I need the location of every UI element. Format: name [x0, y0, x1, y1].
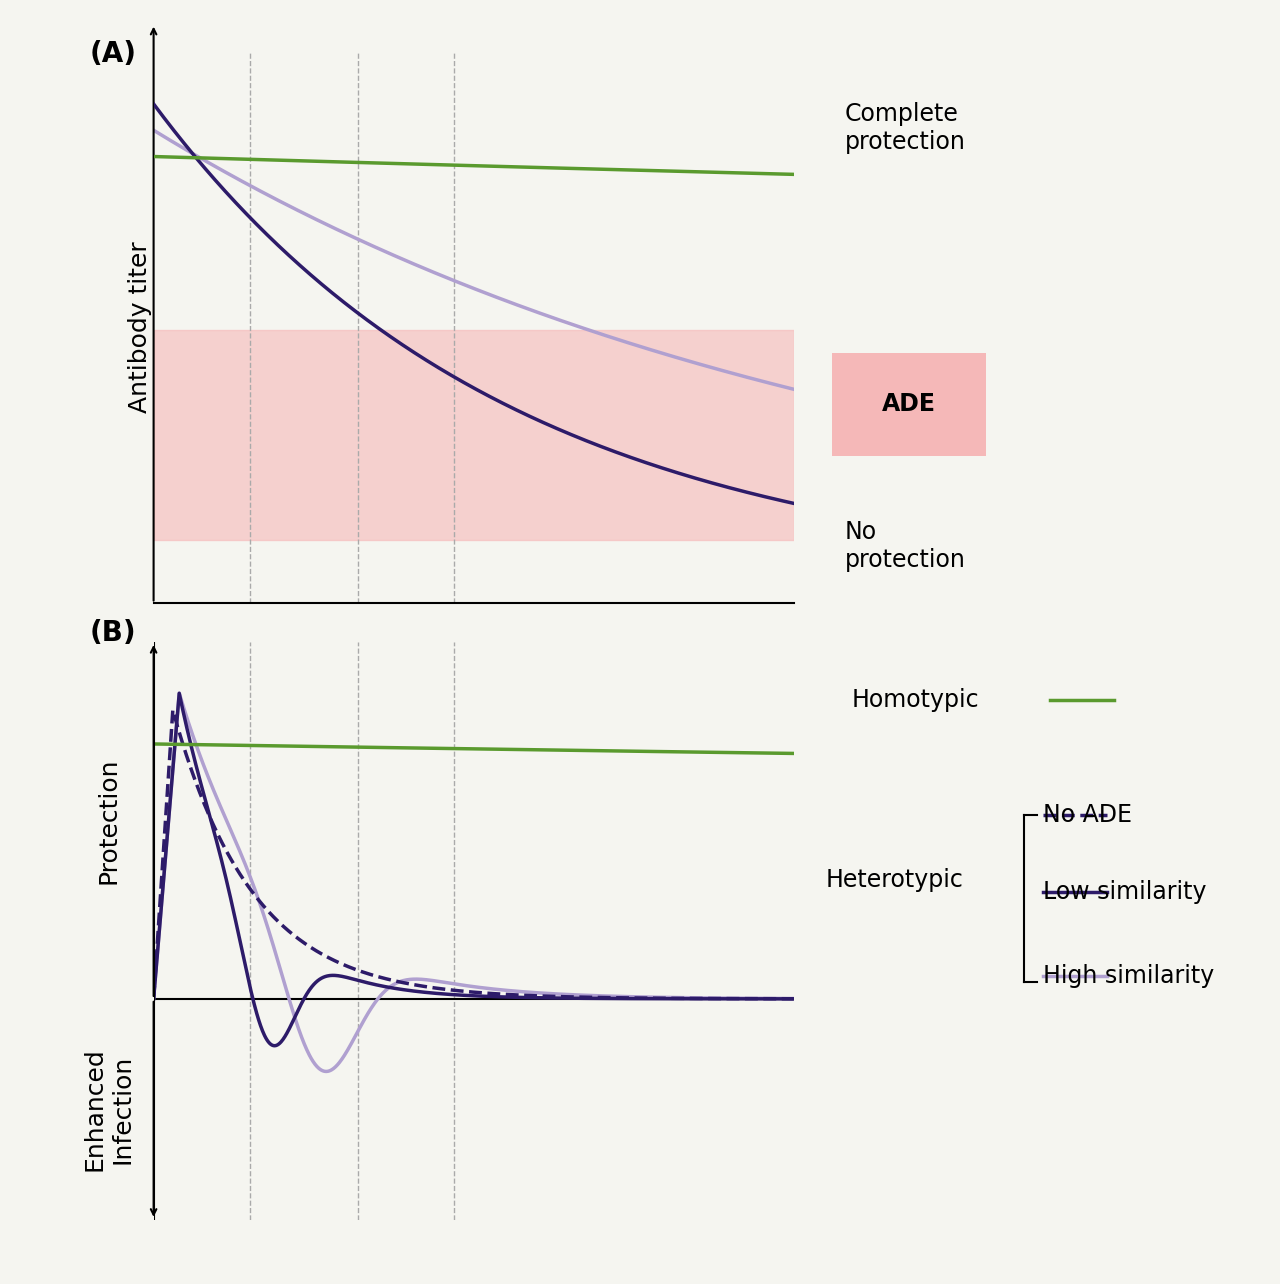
Text: Protection: Protection — [97, 758, 120, 883]
Text: ADE: ADE — [882, 393, 936, 416]
Text: Heterotypic: Heterotypic — [826, 868, 964, 891]
Text: (B): (B) — [90, 619, 136, 647]
Text: Homotypic: Homotypic — [851, 688, 979, 711]
Text: High similarity: High similarity — [1043, 964, 1215, 987]
Text: Complete
protection: Complete protection — [845, 103, 965, 154]
Text: No ADE: No ADE — [1043, 804, 1133, 827]
Y-axis label: Antibody titer: Antibody titer — [128, 241, 152, 413]
Text: Enhanced
Infection: Enhanced Infection — [83, 1048, 134, 1171]
Text: Low similarity: Low similarity — [1043, 881, 1207, 904]
Text: (A): (A) — [90, 40, 137, 68]
Text: No
protection: No protection — [845, 520, 965, 571]
Bar — [154, 330, 794, 541]
